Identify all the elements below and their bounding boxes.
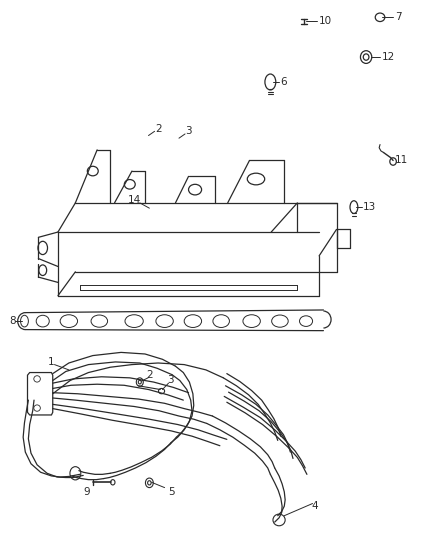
Text: 4: 4 bbox=[311, 501, 318, 511]
Text: 6: 6 bbox=[280, 77, 286, 87]
Text: 2: 2 bbox=[155, 124, 161, 134]
Text: 1: 1 bbox=[48, 357, 55, 367]
Text: 11: 11 bbox=[395, 156, 409, 165]
Text: 3: 3 bbox=[167, 375, 173, 385]
Text: 2: 2 bbox=[146, 370, 153, 380]
Text: 13: 13 bbox=[363, 202, 376, 212]
Text: 10: 10 bbox=[319, 16, 332, 26]
Text: 9: 9 bbox=[83, 487, 89, 497]
Text: 3: 3 bbox=[185, 126, 192, 136]
Text: 14: 14 bbox=[127, 195, 141, 205]
Text: 7: 7 bbox=[395, 12, 402, 22]
Text: 8: 8 bbox=[9, 316, 16, 326]
Text: 5: 5 bbox=[168, 487, 174, 497]
Text: 12: 12 bbox=[382, 52, 396, 62]
